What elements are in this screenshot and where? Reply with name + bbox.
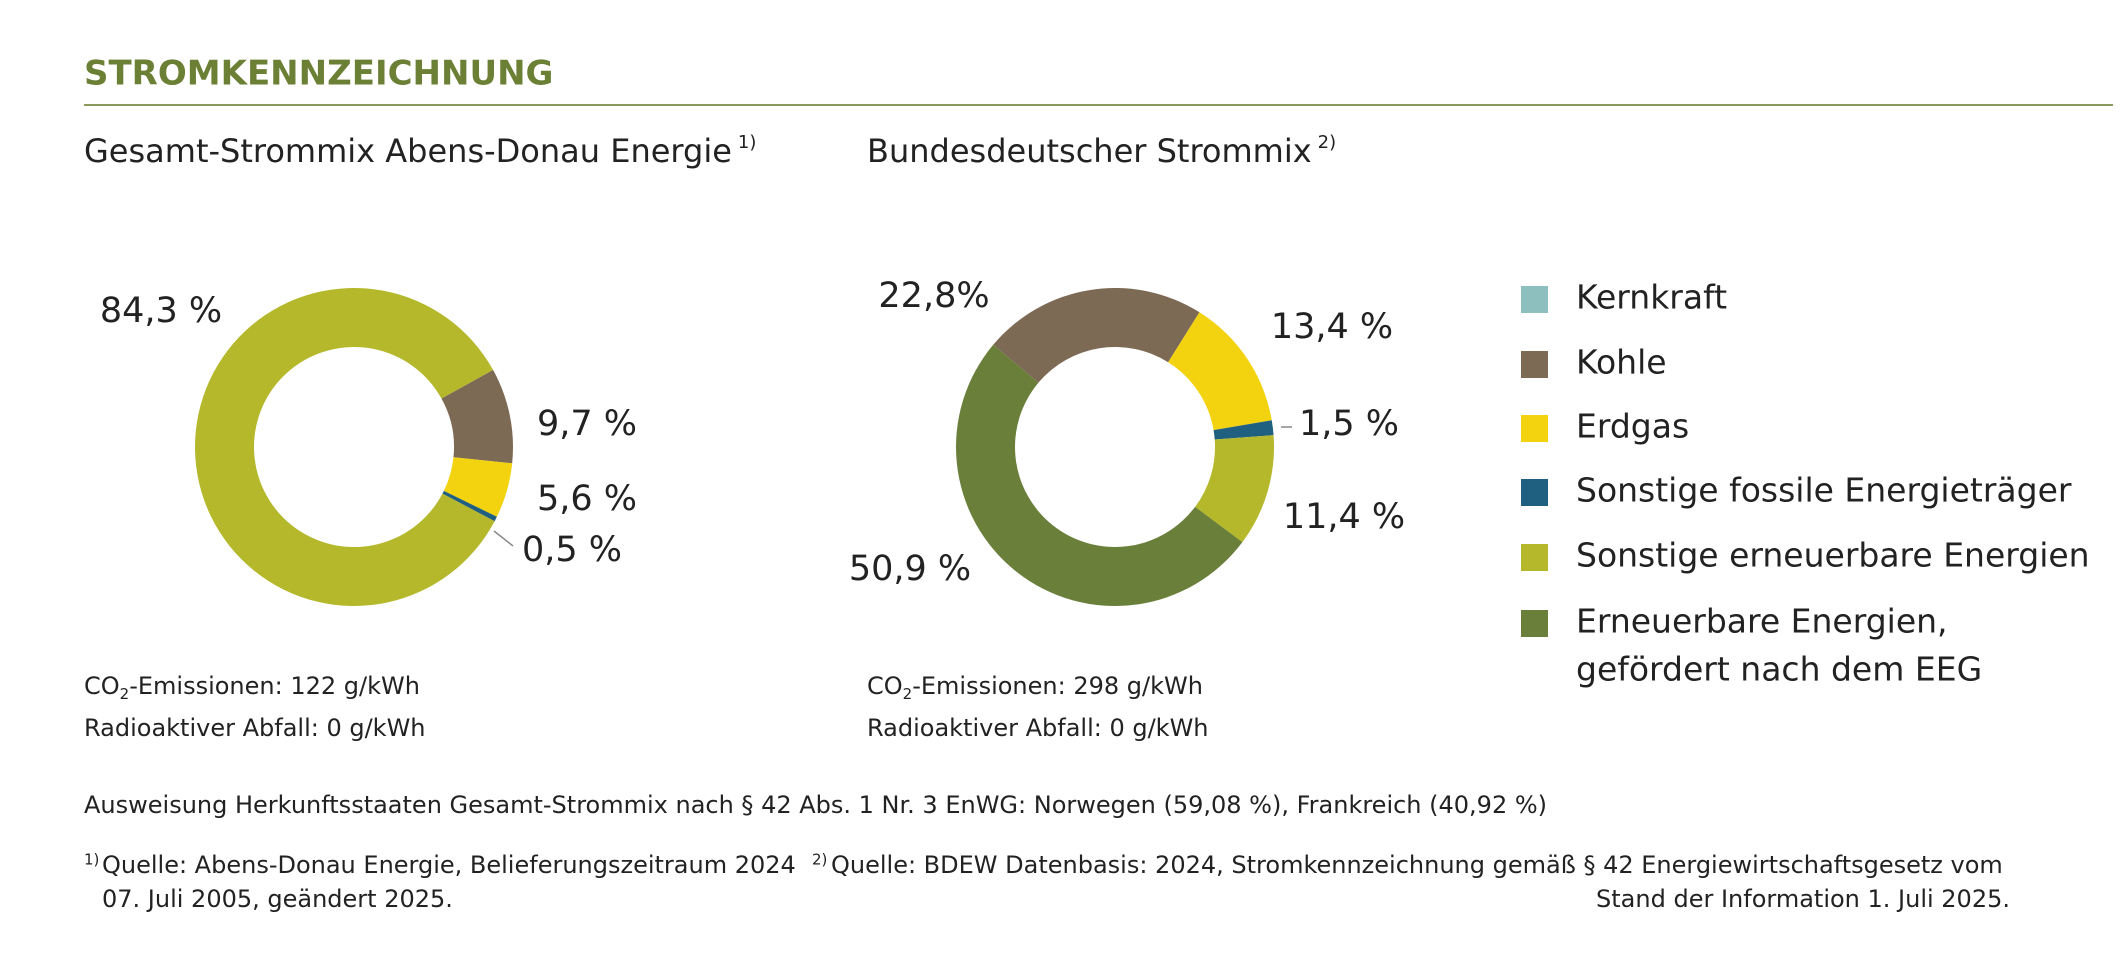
donut-segment — [1195, 435, 1274, 543]
value-label: 22,8% — [878, 276, 989, 316]
legend-label: Sonstige fossile Energieträger — [1576, 471, 2072, 510]
footnote-text: Stand der Information 1. Juli 2025. — [1596, 885, 2010, 913]
donut-segment — [194, 287, 495, 606]
info-text: -Emissionen: 122 g/kWh — [129, 672, 420, 700]
legend-swatch — [1521, 544, 1548, 571]
value-label: 0,5 % — [522, 530, 622, 570]
donut-segment — [442, 490, 497, 522]
footnote-text: 07. Juli 2005, geändert 2025. — [102, 885, 453, 913]
info-sub: 2 — [903, 685, 913, 703]
legend-label: Erdgas — [1576, 407, 1689, 446]
legend-label: Sonstige erneuerbare Energien — [1576, 536, 2090, 575]
info-text: Radioaktiver Abfall: 0 g/kWh — [84, 714, 426, 742]
donut-segment — [1213, 420, 1274, 440]
origin-note: Ausweisung Herkunftsstaaten Gesamt-Strom… — [84, 791, 1547, 819]
legend-swatch — [1521, 479, 1548, 506]
info-prefix: CO — [867, 672, 903, 700]
legend-swatch — [1521, 610, 1548, 637]
legend-label: Kohle — [1576, 343, 1667, 382]
legend-swatch — [1521, 415, 1548, 442]
value-label: 1,5 % — [1299, 404, 1399, 444]
chart-title: Gesamt-Strommix Abens-Donau Energie 1) — [84, 132, 756, 170]
donut-segment — [443, 457, 513, 517]
donut-segment — [1168, 312, 1272, 431]
donut-segment — [993, 288, 1200, 383]
value-label: 5,6 % — [537, 479, 637, 519]
info-text: Radioaktiver Abfall: 0 g/kWh — [867, 714, 1209, 742]
chart-title-note: 2) — [1318, 132, 1336, 153]
header-title: STROMKENNZEICHNUNG — [84, 54, 553, 94]
info-text: -Emissionen: 298 g/kWh — [912, 672, 1203, 700]
info-sub: 2 — [120, 685, 130, 703]
donut-segment — [441, 369, 513, 464]
info-line: Radioaktiver Abfall: 0 g/kWh — [84, 714, 426, 742]
value-label: 50,9 % — [849, 549, 971, 589]
info-prefix: CO — [84, 672, 120, 700]
footnote-text: Quelle: BDEW Datenbasis: 2024, Stromkenn… — [831, 851, 2003, 879]
legend-label: Erneuerbare Energien, — [1576, 602, 1948, 641]
info-line: Radioaktiver Abfall: 0 g/kWh — [867, 714, 1209, 742]
footnote-marker: 2) — [812, 851, 827, 869]
footnote-text: Quelle: Abens-Donau Energie, Belieferung… — [102, 851, 796, 879]
leader-line — [493, 530, 514, 547]
value-label: 13,4 % — [1271, 307, 1393, 347]
chart-title-text: Gesamt-Strommix Abens-Donau Energie — [84, 132, 732, 170]
value-label: 9,7 % — [537, 404, 637, 444]
chart-title-note: 1) — [738, 132, 756, 153]
legend-swatch — [1521, 286, 1548, 313]
info-line: CO2-Emissionen: 298 g/kWh — [867, 672, 1203, 703]
chart-title: Bundesdeutscher Strommix 2) — [867, 132, 1336, 170]
legend-label: gefördert nach dem EEG — [1576, 650, 1982, 689]
legend-swatch — [1521, 351, 1548, 378]
value-label: 84,3 % — [100, 291, 222, 331]
value-label: 11,4 % — [1283, 497, 1405, 537]
donut-segment — [955, 344, 1243, 607]
footnote-marker: 1) — [84, 851, 99, 869]
legend-label: Kernkraft — [1576, 278, 1727, 317]
info-line: CO2-Emissionen: 122 g/kWh — [84, 672, 420, 703]
chart-title-text: Bundesdeutscher Strommix — [867, 132, 1312, 170]
